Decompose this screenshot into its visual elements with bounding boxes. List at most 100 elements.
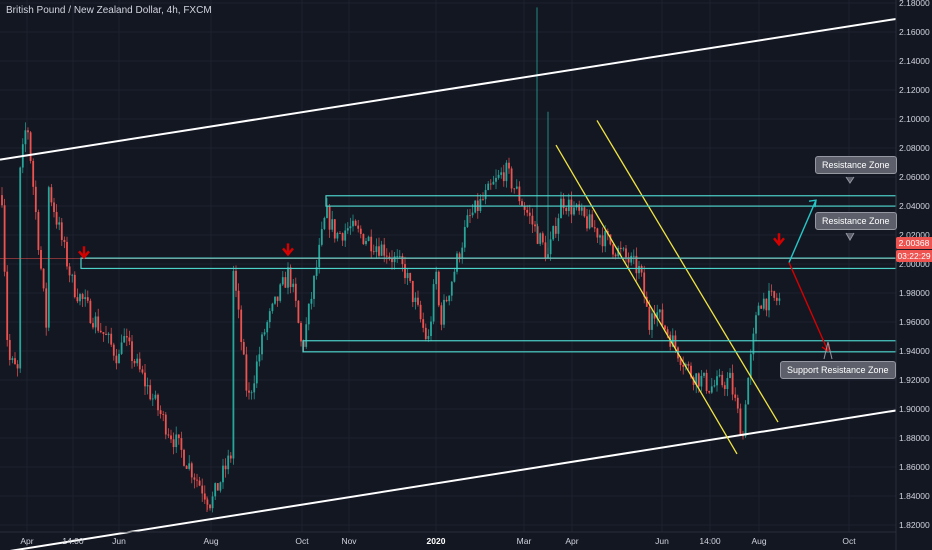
candle-body xyxy=(510,168,513,189)
candle-body xyxy=(81,294,84,299)
candle-body xyxy=(211,496,214,509)
candle-body xyxy=(289,267,292,288)
candle-body xyxy=(250,392,253,394)
ascending-channel-upper-line[interactable] xyxy=(0,17,897,161)
time-axis[interactable]: Apr 14:00 Jun Aug Oct Nov 2020 Mar Apr Jun 14:00 Au… xyxy=(0,531,896,546)
candle-body xyxy=(209,504,211,509)
candle-body xyxy=(47,187,50,328)
candle-body xyxy=(375,246,378,252)
candle-body xyxy=(203,493,206,500)
time-tick-label: Aug xyxy=(203,536,218,546)
candle-body xyxy=(744,404,747,437)
candle-body xyxy=(411,280,414,303)
price-tick-label: 2.12000 xyxy=(899,85,930,95)
candle-body xyxy=(768,290,770,311)
candle-body xyxy=(300,322,302,342)
candle-body xyxy=(253,383,256,393)
price-tick-label: 2.16000 xyxy=(899,27,930,37)
time-tick-label: Jun xyxy=(655,536,669,546)
candle-body xyxy=(695,373,698,385)
time-tick-label: 2020 xyxy=(427,536,446,546)
candle-body xyxy=(224,465,227,470)
candle-body xyxy=(718,374,721,377)
price-tick-label: 2.08000 xyxy=(899,143,930,153)
candle-body xyxy=(703,372,705,376)
projection-up-arrow[interactable] xyxy=(788,199,817,263)
candle-body xyxy=(544,242,547,259)
candle-body xyxy=(705,372,708,391)
candle-body xyxy=(619,247,622,250)
resistance-zone-label[interactable]: Resistance Zone xyxy=(815,156,897,174)
candle-body xyxy=(318,244,321,268)
falling-channel-lower-line[interactable] xyxy=(555,144,738,455)
candle-body xyxy=(1,195,3,206)
candle-body xyxy=(307,303,310,325)
candle-body xyxy=(570,199,573,215)
candle-body xyxy=(437,271,440,306)
candle-body xyxy=(136,358,139,364)
candle-body xyxy=(240,309,243,342)
candle-body xyxy=(34,186,37,213)
resistance-zone-label[interactable]: Resistance Zone xyxy=(815,212,897,230)
candle-body xyxy=(645,296,648,307)
candle-body xyxy=(222,465,224,483)
candle-body xyxy=(115,355,118,364)
candle-body xyxy=(263,332,266,335)
price-tick-label: 1.96000 xyxy=(899,317,930,327)
candle-body xyxy=(398,256,401,257)
candle-body xyxy=(110,333,113,345)
symbol-title[interactable]: British Pound / New Zealand Dollar, 4h, … xyxy=(6,5,212,16)
price-tick-label: 2.00000 xyxy=(899,259,930,269)
candle-body xyxy=(484,190,487,200)
price-tick-label: 2.18000 xyxy=(899,0,930,8)
candle-body xyxy=(448,295,451,302)
candle-body xyxy=(45,288,48,328)
time-tick-label: 14:00 xyxy=(699,536,721,546)
candle-body xyxy=(268,311,271,323)
candle-body xyxy=(341,233,344,241)
candle-body xyxy=(58,222,61,225)
candle-body xyxy=(580,207,583,211)
candle-body xyxy=(739,408,742,436)
price-tick-label: 1.94000 xyxy=(899,346,930,356)
falling-channel-upper-line[interactable] xyxy=(596,120,779,423)
candle-body xyxy=(752,333,755,355)
candle-body xyxy=(55,212,58,225)
candle-body xyxy=(261,334,263,355)
time-tick-label: Apr xyxy=(565,536,578,546)
candle-body xyxy=(336,233,339,239)
candle-body xyxy=(521,201,523,206)
candle-body xyxy=(552,225,555,240)
candle-body xyxy=(736,397,739,409)
candle-body xyxy=(760,305,763,309)
candle-body xyxy=(297,300,300,323)
projection-down-arrow[interactable] xyxy=(788,262,829,352)
candle-body xyxy=(443,299,445,325)
candle-body xyxy=(3,205,6,272)
candle-body xyxy=(326,206,328,218)
candle-body xyxy=(27,130,29,133)
projection-up-arrowhead xyxy=(808,199,817,208)
support-resistance-zone-label[interactable]: Support Resistance Zone xyxy=(780,361,896,379)
candle-body xyxy=(487,183,490,191)
candle-body xyxy=(60,222,63,240)
candle-body xyxy=(53,202,55,213)
time-tick-label: Mar xyxy=(517,536,532,546)
candle-body xyxy=(138,358,141,370)
candle-body xyxy=(32,160,35,187)
candle-body xyxy=(658,309,661,313)
candle-body xyxy=(651,313,653,330)
candle-body xyxy=(227,455,230,470)
candle-body xyxy=(536,226,539,244)
candle-body xyxy=(219,482,222,491)
candle-body xyxy=(526,209,529,213)
time-tick-label: Nov xyxy=(341,536,357,546)
candle-body xyxy=(643,272,646,297)
price-axis[interactable]: 2.18000 2.16000 2.14000 2.12000 2.10000 2.080… xyxy=(895,0,930,550)
candle-body xyxy=(700,375,703,387)
candles-layer xyxy=(1,7,781,513)
candle-body xyxy=(333,219,336,239)
ascending-channel-lower-line[interactable] xyxy=(0,409,897,550)
price-tick-label: 1.86000 xyxy=(899,462,930,472)
